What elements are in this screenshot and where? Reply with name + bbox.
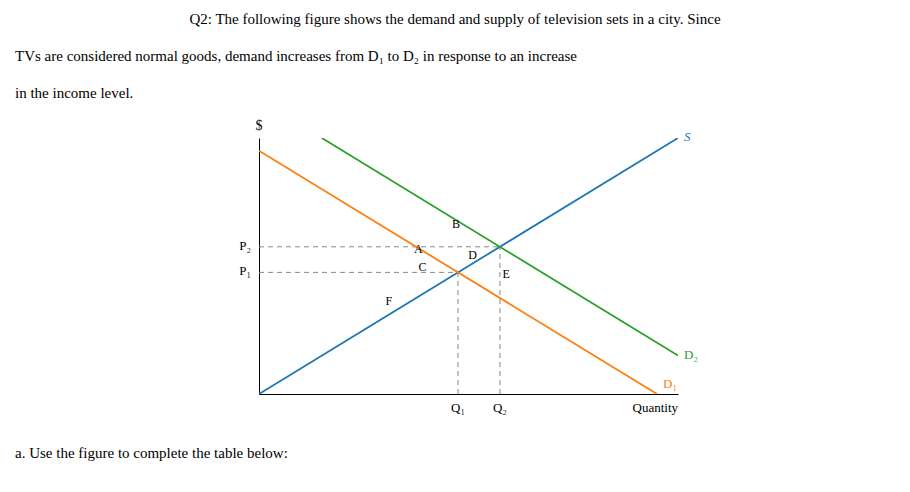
marks [259, 138, 678, 394]
price-guide [259, 272, 458, 273]
curve-label: D₁ [663, 376, 677, 391]
title-block: Q2: The following figure shows the deman… [15, 11, 721, 101]
price-guide [259, 246, 500, 247]
quantity-guide [499, 247, 500, 394]
quantity-guide [458, 272, 459, 394]
curve [259, 138, 678, 394]
curve [259, 151, 657, 394]
axis-line [260, 394, 679, 395]
caption: a. Use the figure to complete the table … [15, 445, 288, 461]
curve-label: D₂ [684, 347, 698, 362]
price-label: P₂ [239, 238, 251, 253]
curve-label: S [684, 129, 691, 144]
chart: Q2: The following figure shows the deman… [0, 0, 910, 492]
region-label: B [452, 217, 460, 231]
title-line: TVs are considered normal goods, demand … [15, 48, 577, 64]
x-axis [260, 394, 679, 395]
plot: S D₁ D₂ P₁ Q₁ P₂ Q₂ A B C D E F Quantity $ [239, 118, 698, 415]
labels: S D₁ D₂ P₁ Q₁ P₂ Q₂ A B C D E F Quantity $ [239, 118, 698, 415]
price-label: P₁ [239, 263, 251, 278]
quantity-label: Q₁ [451, 400, 465, 415]
quantity-label: Q₂ [493, 400, 507, 415]
region-label: E [503, 267, 510, 281]
x-axis-title: Quantity [633, 400, 679, 415]
title-line: in the income level. [15, 85, 133, 101]
region-label: F [386, 294, 393, 308]
region-label: A [414, 242, 423, 256]
region-label: C [418, 260, 426, 274]
curve [322, 138, 678, 356]
axis-line [259, 139, 260, 395]
y-axis [259, 139, 260, 395]
title-line: Q2: The following figure shows the deman… [189, 11, 721, 27]
region-label: D [468, 248, 477, 262]
y-axis-title: $ [256, 118, 263, 133]
